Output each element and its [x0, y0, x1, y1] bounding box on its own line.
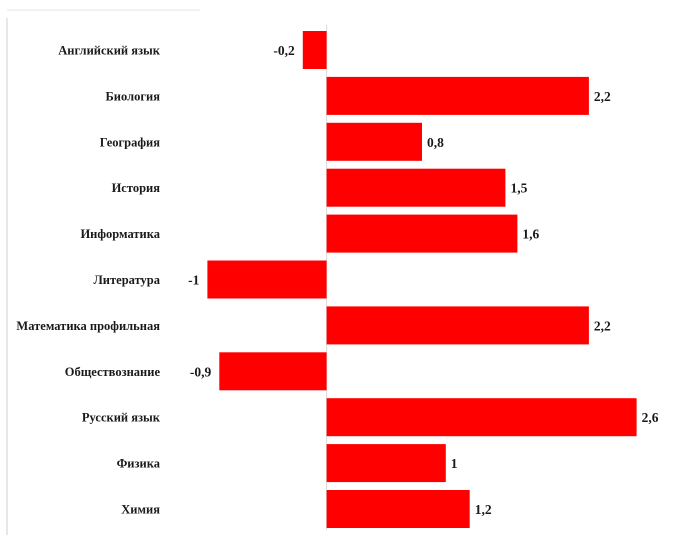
bar: [326, 490, 470, 528]
value-label: 1,5: [511, 181, 528, 196]
category-label: География: [100, 135, 161, 149]
value-label: 2,6: [642, 410, 659, 425]
category-label: Биология: [106, 89, 161, 103]
bar: [326, 444, 446, 483]
bar: [302, 31, 327, 69]
value-label: 1: [451, 456, 458, 471]
value-label: 0,8: [427, 135, 444, 150]
value-label: -1: [188, 273, 199, 288]
bar: [326, 122, 422, 161]
bar: [326, 168, 506, 207]
bar: [326, 214, 518, 253]
category-label: Химия: [121, 503, 160, 517]
value-label: -0,9: [190, 364, 212, 379]
value-label: 1,6: [522, 227, 539, 242]
bar: [326, 306, 589, 345]
category-label: История: [112, 181, 161, 195]
bar: [326, 76, 589, 115]
category-label: Русский язык: [82, 411, 161, 425]
bar: [219, 352, 327, 391]
category-label: Литература: [93, 273, 160, 287]
bar: [326, 398, 637, 437]
category-label: Физика: [117, 457, 161, 471]
category-label: Английский язык: [58, 44, 161, 58]
value-label: -0,2: [273, 43, 295, 58]
value-label: 2,2: [594, 89, 611, 104]
bar: [207, 260, 327, 299]
category-label: Обществознание: [65, 365, 161, 379]
category-label: Информатика: [80, 227, 160, 241]
category-label: Математика профильная: [16, 319, 160, 333]
value-label: 2,2: [594, 318, 611, 333]
value-label: 1,2: [475, 502, 492, 517]
